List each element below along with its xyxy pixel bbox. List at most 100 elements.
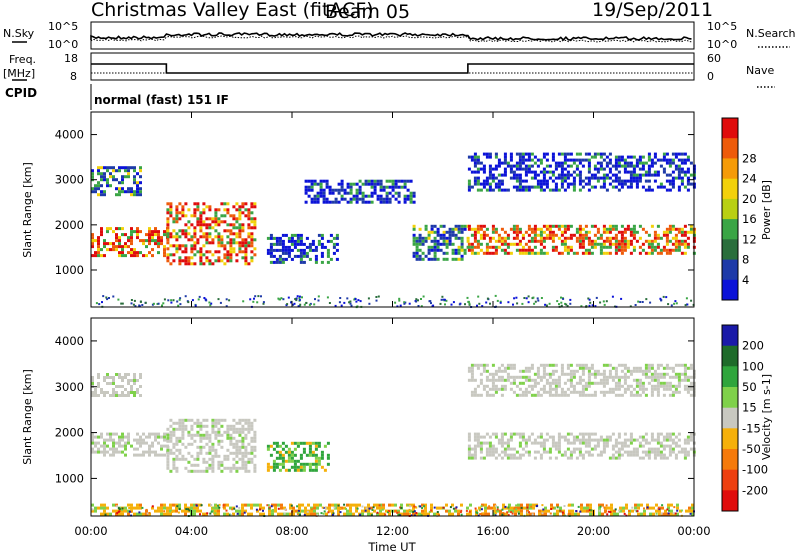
heatmap-cell <box>238 457 242 461</box>
heatmap-cell <box>457 257 461 261</box>
heatmap-cell <box>572 179 576 183</box>
heatmap-cell <box>578 161 582 165</box>
heatmap-cell <box>605 164 609 168</box>
noise-cell <box>659 297 662 300</box>
heatmap-cell <box>671 447 675 451</box>
heatmap-cell <box>278 236 282 240</box>
heatmap-cell <box>253 469 257 473</box>
heatmap-cell <box>151 230 154 234</box>
noise-cell <box>228 513 231 516</box>
heatmap-cell <box>310 509 313 513</box>
heatmap-cell <box>530 366 534 370</box>
heatmap-cell <box>574 512 577 516</box>
noise-cell <box>595 296 598 299</box>
heatmap-cell <box>578 393 582 397</box>
heatmap-cell <box>175 247 179 251</box>
heatmap-cell <box>103 509 106 513</box>
heatmap-cell <box>632 179 636 183</box>
heatmap-cell <box>602 251 606 255</box>
heatmap-cell <box>584 224 588 228</box>
heatmap-cell <box>512 381 516 385</box>
noise-cell <box>542 508 545 511</box>
heatmap-cell <box>602 173 606 177</box>
heatmap-cell <box>220 244 224 248</box>
heatmap-cell <box>578 366 582 370</box>
heatmap-cell <box>250 235 254 239</box>
heatmap-cell <box>476 432 480 436</box>
heatmap-cell <box>560 239 564 243</box>
heatmap-cell <box>671 179 675 183</box>
heatmap-cell <box>637 506 640 510</box>
noise-cell <box>368 302 371 305</box>
heatmap-cell <box>542 179 546 183</box>
heatmap-cell <box>650 224 654 228</box>
heatmap-cell <box>629 390 633 394</box>
heatmap-cell <box>205 241 209 245</box>
heatmap-cell <box>575 152 579 156</box>
noise-cell <box>517 511 520 513</box>
heatmap-cell <box>479 447 483 451</box>
heatmap-cell <box>160 242 163 246</box>
heatmap-cell <box>524 248 528 252</box>
noise-cell <box>178 298 181 301</box>
heatmap-cell <box>560 230 564 234</box>
noise-cell <box>417 305 420 307</box>
heatmap-cell <box>691 512 694 516</box>
heatmap-cell <box>620 230 624 234</box>
colorbar-segment <box>722 345 738 367</box>
heatmap-cell <box>379 509 382 513</box>
heatmap-cell <box>671 158 675 162</box>
heatmap-cell <box>578 375 582 379</box>
heatmap-cell <box>518 185 522 189</box>
heatmap-cell <box>262 506 265 510</box>
heatmap-cell <box>244 238 248 242</box>
heatmap-cell <box>509 167 513 171</box>
heatmap-cell <box>602 239 606 243</box>
heatmap-cell <box>575 227 579 231</box>
heatmap-cell <box>109 432 112 436</box>
heatmap-cell <box>226 436 230 440</box>
heatmap-cell <box>650 251 654 255</box>
heatmap-cell <box>247 262 251 266</box>
noise-cell <box>249 298 252 301</box>
heatmap-cell <box>620 393 624 397</box>
heatmap-cell <box>469 503 472 507</box>
heatmap-cell <box>608 236 612 240</box>
heatmap-cell <box>659 236 663 240</box>
heatmap-cell <box>305 441 309 445</box>
heatmap-cell <box>187 238 191 242</box>
heatmap-cell <box>542 245 546 249</box>
heatmap-cell <box>602 224 606 228</box>
heatmap-cell <box>281 233 285 237</box>
heatmap-cell <box>542 366 546 370</box>
heatmap-cell <box>202 512 205 516</box>
heatmap-cell <box>409 503 412 507</box>
heatmap-cell <box>349 185 353 189</box>
heatmap-cell <box>509 453 513 457</box>
heatmap-cell <box>665 236 669 240</box>
heatmap-cell <box>650 363 654 367</box>
heatmap-cell <box>665 158 669 162</box>
heatmap-cell <box>331 509 334 513</box>
heatmap-cell <box>308 245 312 249</box>
heatmap-cell <box>311 450 315 454</box>
heatmap-cell <box>635 366 639 370</box>
heatmap-cell <box>314 248 318 252</box>
heatmap-cell <box>139 444 142 448</box>
heatmap-cell <box>130 166 133 170</box>
heatmap-cell <box>139 503 142 507</box>
heatmap-cell <box>163 254 166 258</box>
heatmap-cell <box>527 227 531 231</box>
heatmap-cell <box>394 509 397 513</box>
heatmap-cell <box>647 450 651 454</box>
heatmap-cell <box>680 176 684 180</box>
heatmap-cell <box>497 375 501 379</box>
heatmap-cell <box>287 468 291 472</box>
heatmap-cell <box>205 223 209 227</box>
heatmap-cell <box>665 227 669 231</box>
heatmap-cell <box>494 176 498 180</box>
heatmap-cell <box>671 369 675 373</box>
heatmap-cell <box>269 233 273 237</box>
heatmap-cell <box>532 506 535 510</box>
noise-cell <box>151 505 154 508</box>
